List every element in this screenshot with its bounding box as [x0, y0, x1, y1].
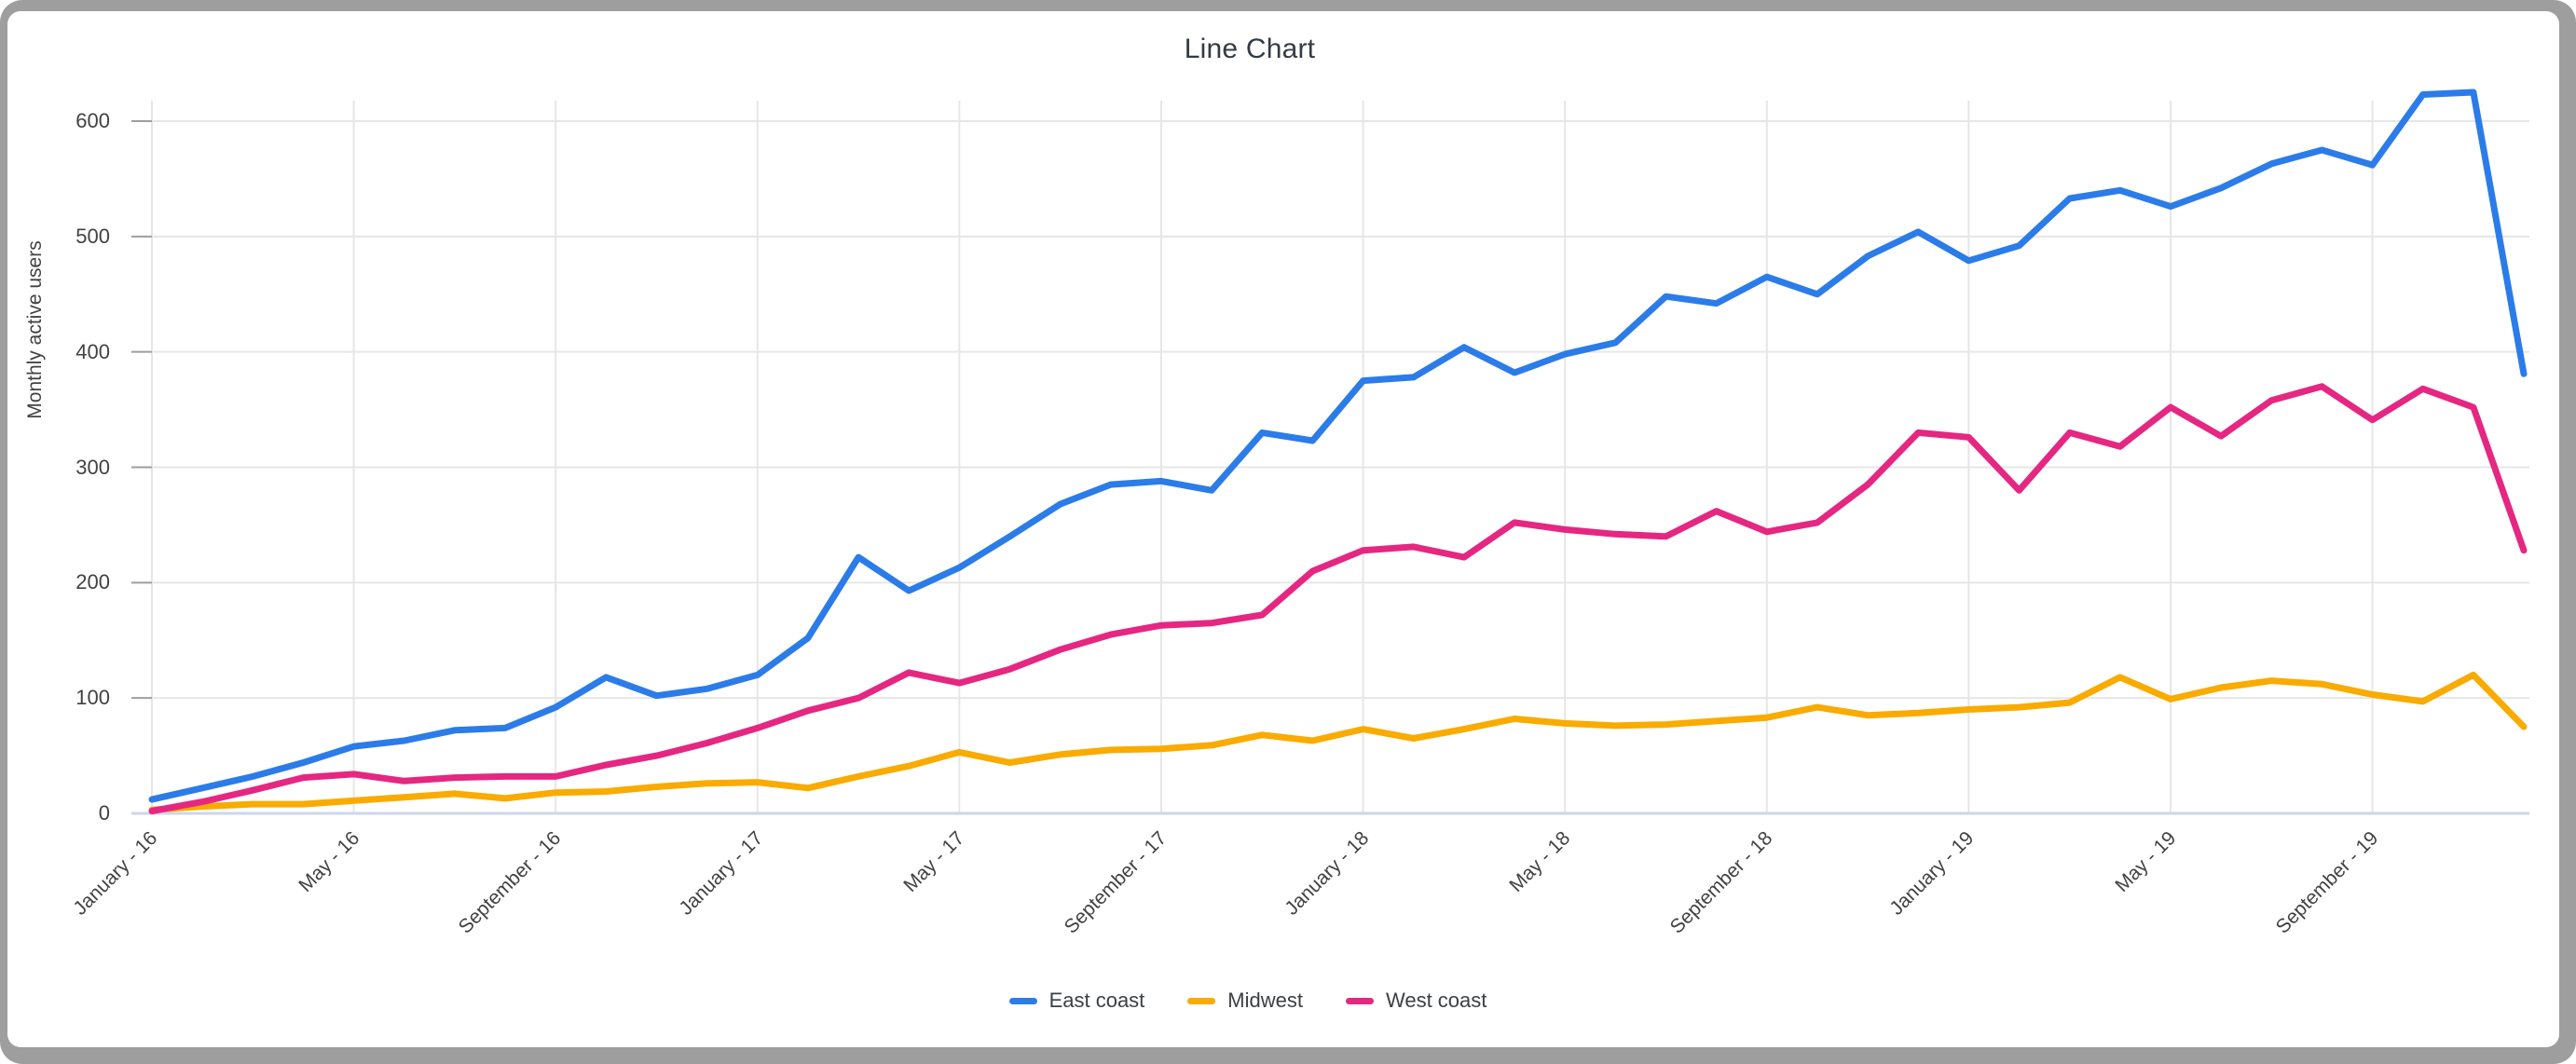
legend-label: Midwest — [1227, 989, 1303, 1012]
legend: East coast Midwest West coast — [968, 982, 1528, 1019]
legend-swatch — [1187, 997, 1216, 1004]
legend-label: West coast — [1385, 989, 1487, 1012]
legend-item-east-coast[interactable]: East coast — [1008, 989, 1145, 1013]
y-tick-label: 500 — [75, 224, 110, 248]
y-tick-label: 200 — [75, 570, 110, 594]
y-tick-label: 300 — [75, 455, 110, 479]
series-line-midwest[interactable] — [148, 671, 2528, 813]
chart-card — [7, 11, 2559, 1047]
y-tick-label: 600 — [75, 109, 110, 132]
legend-swatch — [1008, 997, 1037, 1004]
y-tick-label: 400 — [75, 339, 110, 363]
legend-swatch — [1345, 997, 1374, 1004]
legend-item-midwest[interactable]: Midwest — [1187, 989, 1303, 1013]
y-tick-label: 0 — [98, 801, 110, 825]
chart-title: Line Chart — [1184, 34, 1316, 64]
legend-item-west-coast[interactable]: West coast — [1345, 989, 1487, 1013]
series-line-east-coast[interactable] — [148, 89, 2528, 803]
y-tick-label: 100 — [75, 686, 110, 710]
series-line-west-coast[interactable] — [148, 383, 2528, 814]
legend-label: East coast — [1048, 989, 1145, 1012]
